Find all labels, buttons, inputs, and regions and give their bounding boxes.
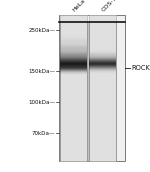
Text: 250kDa—: 250kDa— [28, 28, 56, 33]
Text: ROCK1: ROCK1 [131, 65, 150, 71]
Bar [60, 15, 87, 161]
Bar [59, 15, 125, 161]
Text: COS-7: COS-7 [101, 0, 118, 13]
Text: HeLa: HeLa [72, 0, 87, 13]
Text: 100kDa—: 100kDa— [28, 100, 56, 105]
Text: 150kDa—: 150kDa— [28, 69, 56, 74]
Bar [89, 15, 116, 161]
Text: 70kDa—: 70kDa— [32, 131, 56, 136]
